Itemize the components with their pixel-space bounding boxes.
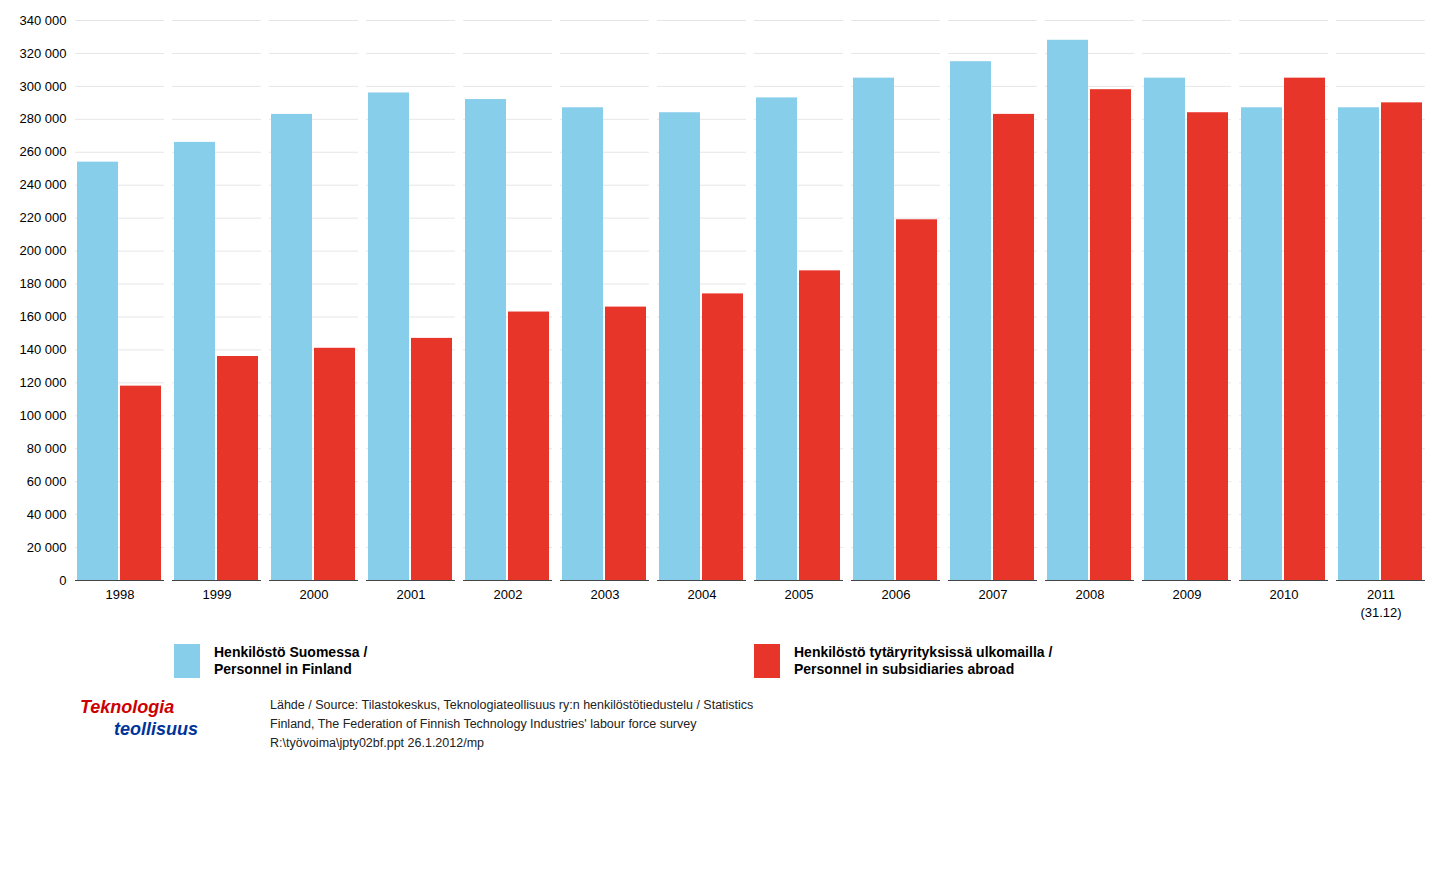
svg-text:240 000: 240 000 <box>20 177 67 192</box>
svg-text:2004: 2004 <box>688 587 717 602</box>
svg-text:80 000: 80 000 <box>27 441 67 456</box>
svg-text:300 000: 300 000 <box>20 79 67 94</box>
svg-text:60 000: 60 000 <box>27 474 67 489</box>
svg-text:260 000: 260 000 <box>20 144 67 159</box>
html-text:Lähde / Source: Tilastokeskus,: Lähde / Source: Tilastokeskus, Teknologi… <box>270 698 754 750</box>
svg-text:2010: 2010 <box>1270 587 1299 602</box>
svg-text:120 000: 120 000 <box>20 375 67 390</box>
svg-text:100 000: 100 000 <box>20 408 67 423</box>
svg-text:2003: 2003 <box>591 587 620 602</box>
svg-text:40 000: 40 000 <box>27 507 67 522</box>
svg-text:(31.12): (31.12) <box>1360 605 1401 620</box>
html-text:teollisuus: teollisuus <box>114 719 198 739</box>
svg-text:2011: 2011 <box>1367 587 1395 602</box>
svg-text:2002: 2002 <box>494 587 523 602</box>
svg-text:200 000: 200 000 <box>20 243 67 258</box>
svg-text:2000: 2000 <box>300 587 329 602</box>
svg-text:0: 0 <box>59 573 66 588</box>
svg-text:2009: 2009 <box>1173 587 1202 602</box>
svg-text:160 000: 160 000 <box>20 309 67 324</box>
svg-text:2005: 2005 <box>785 587 814 602</box>
svg-text:2006: 2006 <box>882 587 911 602</box>
svg-text:140 000: 140 000 <box>20 342 67 357</box>
svg-text:280 000: 280 000 <box>20 111 67 126</box>
svg-text:2001: 2001 <box>397 587 426 602</box>
html-text:Teknologia: Teknologia <box>80 697 175 717</box>
svg-text:1999: 1999 <box>203 587 232 602</box>
html-text:Henkilöstö tytäryrityksissä ul: Henkilöstö tytäryrityksissä ulkomailla /… <box>794 644 1053 677</box>
svg-text:320 000: 320 000 <box>20 46 67 61</box>
svg-text:180 000: 180 000 <box>20 276 67 291</box>
svg-text:20 000: 20 000 <box>27 540 67 555</box>
svg-text:2008: 2008 <box>1076 587 1105 602</box>
html-text:Henkilöstö Suomessa / Personne: Henkilöstö Suomessa / Personnel in Finla… <box>214 644 368 677</box>
svg-text:2007: 2007 <box>979 587 1008 602</box>
svg-text:340 000: 340 000 <box>20 13 67 28</box>
svg-text:1998: 1998 <box>106 587 135 602</box>
svg-text:220 000: 220 000 <box>20 210 67 225</box>
